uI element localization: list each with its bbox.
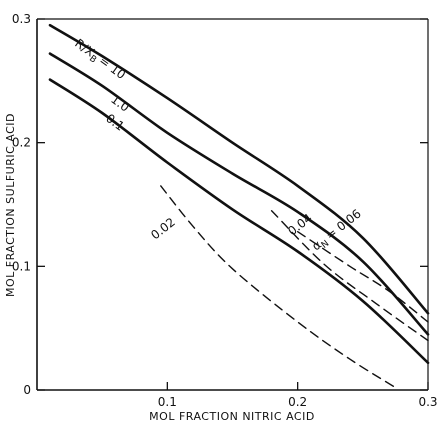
x-tick-label: 0.1: [158, 395, 177, 409]
x-tick-label: 0.2: [288, 395, 307, 409]
tick-labels: 0.1 0.2 0.3 0 0.1 0.2 0.3: [12, 12, 438, 409]
label-0-04: 0.04: [285, 211, 315, 238]
label-r-xb-10: R/XB= 10: [70, 36, 128, 84]
dashed-curve-3: [160, 185, 397, 389]
y-tick-label: 0.3: [12, 12, 31, 26]
x-tick-label: 0.3: [418, 395, 437, 409]
label-r-xb-subscript: B: [87, 54, 98, 66]
plot-frame: [36, 18, 429, 391]
curve-labels: R/XB= 10 1.0 0.1 0.02 0.04 αN= 0.06: [70, 36, 364, 253]
y-tick-label: 0: [23, 383, 31, 397]
label-0-02: 0.02: [148, 215, 178, 242]
y-axis-label: MOL FRACTION SULFURIC ACID: [4, 113, 17, 297]
label-alpha-subscript: N: [320, 239, 331, 251]
dashed-curve-4: [270, 210, 429, 342]
dashed-curve-5: [297, 231, 429, 323]
curves: [48, 23, 430, 389]
solid-curve-2: [48, 78, 430, 365]
axis-ticks: [37, 18, 429, 391]
x-axis-label: MOL FRACTION NITRIC ACID: [149, 410, 315, 423]
y-tick-label: 0.1: [12, 259, 31, 273]
y-tick-label: 0.2: [12, 136, 31, 150]
solid-curve-0: [48, 23, 430, 315]
solid-curve-1: [48, 52, 430, 336]
